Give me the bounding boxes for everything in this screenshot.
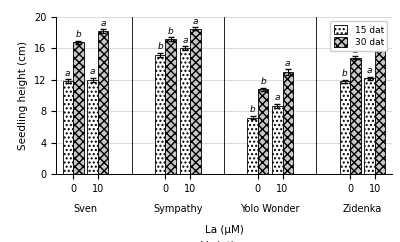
Text: b: b — [250, 106, 255, 114]
Text: a: a — [285, 59, 290, 68]
Text: Sven: Sven — [74, 204, 98, 214]
Bar — [375, 48, 386, 174]
Text: a: a — [367, 66, 372, 75]
Bar — [364, 78, 375, 174]
Text: a: a — [100, 19, 106, 28]
Bar — [282, 72, 293, 174]
Bar — [180, 48, 190, 174]
Y-axis label: Seedling height (cm): Seedling height (cm) — [18, 41, 28, 150]
Text: a: a — [182, 36, 188, 45]
Text: Sympathy: Sympathy — [153, 204, 202, 214]
Bar — [166, 39, 176, 174]
Bar — [62, 81, 73, 174]
Text: a: a — [65, 69, 71, 78]
Bar — [258, 89, 268, 174]
Text: a: a — [193, 17, 198, 26]
Text: b: b — [76, 30, 81, 39]
Text: b: b — [352, 46, 358, 55]
Text: Yolo Wonder: Yolo Wonder — [240, 204, 300, 214]
Text: La (μM): La (μM) — [204, 225, 244, 235]
Text: b: b — [342, 69, 348, 78]
Text: a: a — [377, 36, 383, 45]
Text: a: a — [90, 67, 95, 76]
Bar — [155, 55, 166, 174]
Text: a: a — [274, 93, 280, 102]
Text: Varieties: Varieties — [201, 241, 247, 242]
Text: b: b — [157, 42, 163, 51]
Bar — [73, 42, 84, 174]
Text: b: b — [260, 77, 266, 86]
Bar — [190, 29, 201, 174]
Bar — [350, 58, 361, 174]
Text: b: b — [168, 27, 174, 36]
Legend: 15 dat, 30 dat: 15 dat, 30 dat — [330, 22, 388, 51]
Text: Zidenka: Zidenka — [343, 204, 382, 214]
Bar — [98, 31, 108, 174]
Bar — [340, 81, 350, 174]
Bar — [247, 118, 258, 174]
Bar — [272, 106, 282, 174]
Bar — [87, 80, 98, 174]
